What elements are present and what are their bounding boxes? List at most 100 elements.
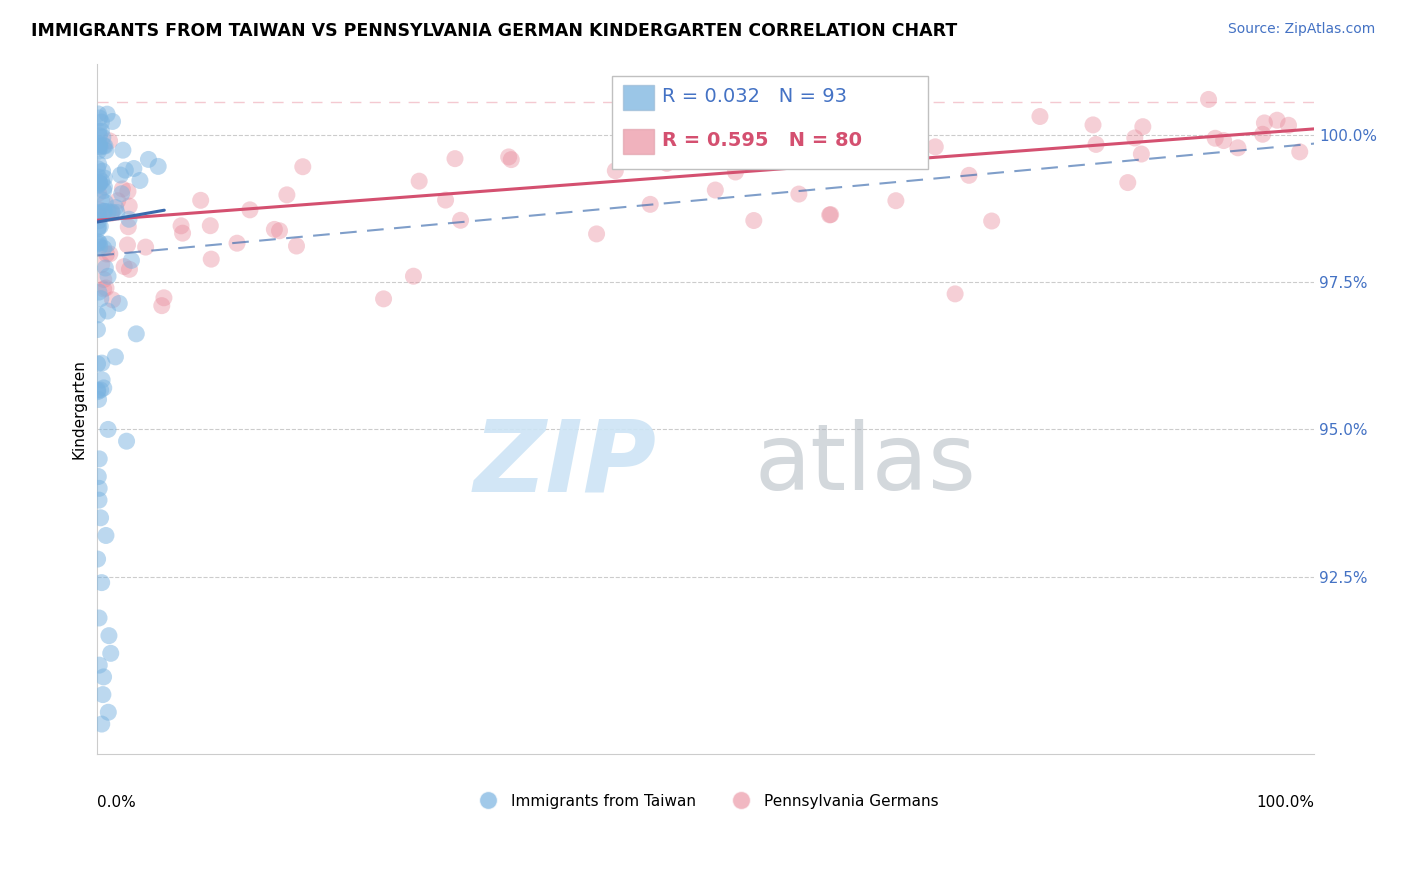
Point xyxy=(101,205,124,219)
Point xyxy=(873,123,896,137)
Y-axis label: Kindergarten: Kindergarten xyxy=(72,359,86,458)
Point xyxy=(94,195,117,210)
Point xyxy=(96,237,118,252)
Point xyxy=(86,357,108,371)
Legend: Immigrants from Taiwan, Pennsylvania Germans: Immigrants from Taiwan, Pennsylvania Ger… xyxy=(467,788,945,814)
Point xyxy=(93,282,115,296)
Point xyxy=(129,173,152,187)
Point xyxy=(585,227,607,241)
Text: 0.0%: 0.0% xyxy=(97,795,136,810)
Point xyxy=(90,383,112,397)
Point xyxy=(150,299,173,313)
Point xyxy=(1265,113,1288,128)
Point xyxy=(957,169,980,183)
Point xyxy=(1116,176,1139,190)
Point xyxy=(879,137,901,152)
Point xyxy=(1132,120,1154,134)
Point xyxy=(120,253,142,268)
Point xyxy=(1251,128,1274,142)
Point xyxy=(93,670,115,684)
Point xyxy=(655,156,678,170)
Point xyxy=(89,176,111,190)
Point xyxy=(94,281,117,295)
Point xyxy=(87,308,110,322)
Point xyxy=(91,130,114,145)
Point xyxy=(87,469,110,483)
Point xyxy=(94,260,117,275)
Point xyxy=(93,139,115,153)
Point xyxy=(118,212,141,227)
Point xyxy=(112,260,135,274)
Point xyxy=(122,161,145,176)
Point xyxy=(408,174,430,188)
Point xyxy=(90,717,112,731)
Point xyxy=(86,322,108,336)
Point xyxy=(1204,131,1226,145)
Point xyxy=(87,219,110,234)
Point xyxy=(94,139,117,153)
Point xyxy=(638,197,661,211)
Point xyxy=(87,210,110,224)
Point xyxy=(87,178,110,192)
Point xyxy=(742,213,765,227)
Point xyxy=(90,115,112,129)
Point xyxy=(1226,141,1249,155)
Point xyxy=(93,241,115,255)
Point xyxy=(89,219,111,234)
Point xyxy=(125,326,148,341)
Point xyxy=(89,137,111,152)
Point xyxy=(89,240,111,254)
Point xyxy=(87,235,110,249)
Point xyxy=(190,194,212,208)
Point xyxy=(1288,145,1310,159)
Point xyxy=(1198,92,1220,106)
Point xyxy=(89,481,111,495)
Text: ZIP: ZIP xyxy=(474,416,657,512)
Point xyxy=(87,208,110,222)
Point xyxy=(97,629,120,643)
Point xyxy=(269,224,291,238)
Point xyxy=(96,247,118,261)
Point xyxy=(90,356,112,370)
Point xyxy=(263,222,285,236)
Point xyxy=(820,208,842,222)
Point xyxy=(818,208,841,222)
Point xyxy=(200,252,222,267)
Point xyxy=(605,163,627,178)
Point xyxy=(724,165,747,179)
Point xyxy=(450,213,472,227)
Point xyxy=(87,206,110,220)
Point xyxy=(90,292,112,306)
Point xyxy=(107,194,129,208)
Point xyxy=(87,611,110,625)
Text: 100.0%: 100.0% xyxy=(1256,795,1315,810)
Point xyxy=(172,226,194,240)
Point xyxy=(90,174,112,188)
Point xyxy=(89,176,111,190)
Point xyxy=(93,180,115,194)
Point xyxy=(105,205,128,219)
Point xyxy=(943,286,966,301)
Point xyxy=(90,510,112,524)
Point xyxy=(402,269,425,284)
Point xyxy=(98,247,121,261)
Point xyxy=(1277,118,1299,132)
Point xyxy=(93,381,115,395)
Point xyxy=(87,145,110,159)
Point xyxy=(444,152,467,166)
Point xyxy=(1085,137,1108,152)
Point xyxy=(1029,110,1052,124)
Point xyxy=(90,124,112,138)
Point xyxy=(87,107,110,121)
Point xyxy=(138,153,160,167)
Point xyxy=(276,187,298,202)
Point xyxy=(89,128,111,143)
Point xyxy=(94,528,117,542)
Point xyxy=(89,202,111,217)
Point xyxy=(100,206,122,220)
Text: IMMIGRANTS FROM TAIWAN VS PENNSYLVANIA GERMAN KINDERGARTEN CORRELATION CHART: IMMIGRANTS FROM TAIWAN VS PENNSYLVANIA G… xyxy=(31,22,957,40)
Point xyxy=(91,164,114,178)
Point xyxy=(86,236,108,251)
Point xyxy=(792,144,814,158)
Point xyxy=(97,204,120,219)
